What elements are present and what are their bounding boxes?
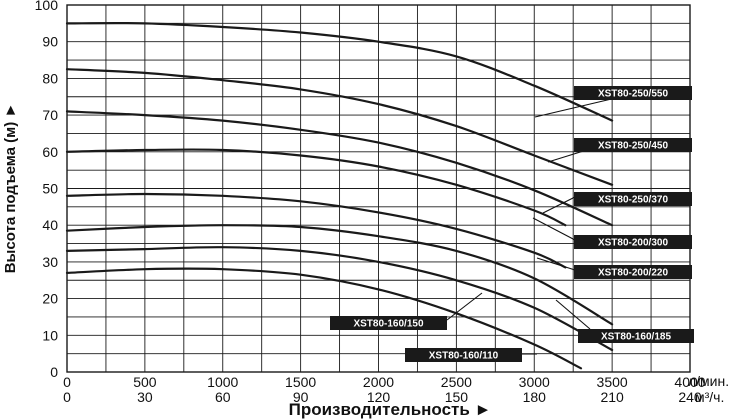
series-label-box	[574, 265, 692, 279]
series-label: XST80-250/550	[598, 89, 668, 100]
series-label: XST80-160/110	[429, 351, 499, 362]
x-tick-label-top: 4000	[674, 374, 705, 390]
label-leader-line	[532, 217, 576, 241]
y-tick-label: 0	[50, 364, 58, 380]
series-line	[65, 224, 614, 326]
series-line	[65, 246, 614, 352]
series-label-box	[405, 348, 522, 362]
series-line	[65, 148, 567, 227]
y-tick-label: 30	[42, 254, 58, 270]
series-line	[65, 21, 614, 122]
y-tick-label: 70	[42, 107, 58, 123]
x-tick-label-top: 3000	[519, 374, 550, 390]
y-tick-label: 40	[42, 217, 58, 233]
x-tick-label-bottom: 60	[215, 389, 231, 405]
label-leader-line	[542, 196, 576, 214]
series-label-box	[330, 316, 447, 330]
x-tick-label-bottom: 120	[367, 389, 391, 405]
label-leader-line	[555, 299, 591, 330]
series-lines	[65, 21, 614, 370]
series-line	[65, 192, 567, 269]
series-label-box	[574, 138, 692, 152]
x-tick-label-bottom: 0	[63, 389, 71, 405]
y-tick-label: 60	[42, 144, 58, 160]
x-tick-label-top: 0	[63, 374, 71, 390]
series-label: XST80-160/150	[353, 319, 423, 330]
y-tick-label: 10	[42, 327, 58, 343]
series-label-box	[578, 329, 694, 343]
label-leader-line	[446, 292, 483, 321]
series-line	[65, 110, 614, 227]
x-tick-label-top: 500	[133, 374, 157, 390]
y-axis-title: Высота подъема (м) ►	[2, 103, 19, 274]
series-label-box	[574, 192, 692, 206]
x-tick-label-top: 2500	[441, 374, 472, 390]
x-unit-top: л/мин.	[688, 373, 729, 389]
label-leader-line	[536, 257, 576, 271]
x-tick-label-top: 1000	[207, 374, 238, 390]
y-tick-label: 80	[42, 70, 58, 86]
y-tick-label: 50	[42, 181, 58, 197]
x-tick-label-bottom: 90	[293, 389, 309, 405]
x-axis-title: Производительность ►	[289, 400, 492, 419]
series-label: XST80-200/220	[598, 268, 668, 279]
x-tick-label-bottom: 180	[523, 389, 547, 405]
y-tick-label: 100	[35, 0, 59, 13]
series-label-box	[574, 235, 692, 249]
x-unit-bottom: м³/ч.	[695, 389, 724, 405]
series-label: XST80-250/450	[598, 141, 668, 152]
x-tick-label-bottom: 30	[137, 389, 153, 405]
series-label: XST80-250/370	[598, 195, 668, 206]
series-label-box	[574, 86, 692, 100]
series-line	[65, 267, 583, 370]
x-tick-label-top: 1500	[285, 374, 316, 390]
x-tick-label-bottom: 240	[678, 389, 702, 405]
y-tick-label: 90	[42, 34, 58, 50]
label-leader-line	[534, 96, 621, 118]
series-label: XST80-200/300	[598, 238, 668, 249]
series-labels: XST80-250/550 XST80-250/450 XST80-250/370 X…	[330, 86, 694, 362]
y-tick-label: 20	[42, 291, 58, 307]
x-tick-label-top: 2000	[363, 374, 394, 390]
x-tick-label-bottom: 150	[445, 389, 469, 405]
series-label: XST80-160/185	[601, 332, 671, 343]
x-tick-label-bottom: 210	[600, 389, 624, 405]
grid	[66, 4, 691, 373]
series-line	[65, 68, 614, 186]
x-tick-label-top: 3500	[597, 374, 628, 390]
